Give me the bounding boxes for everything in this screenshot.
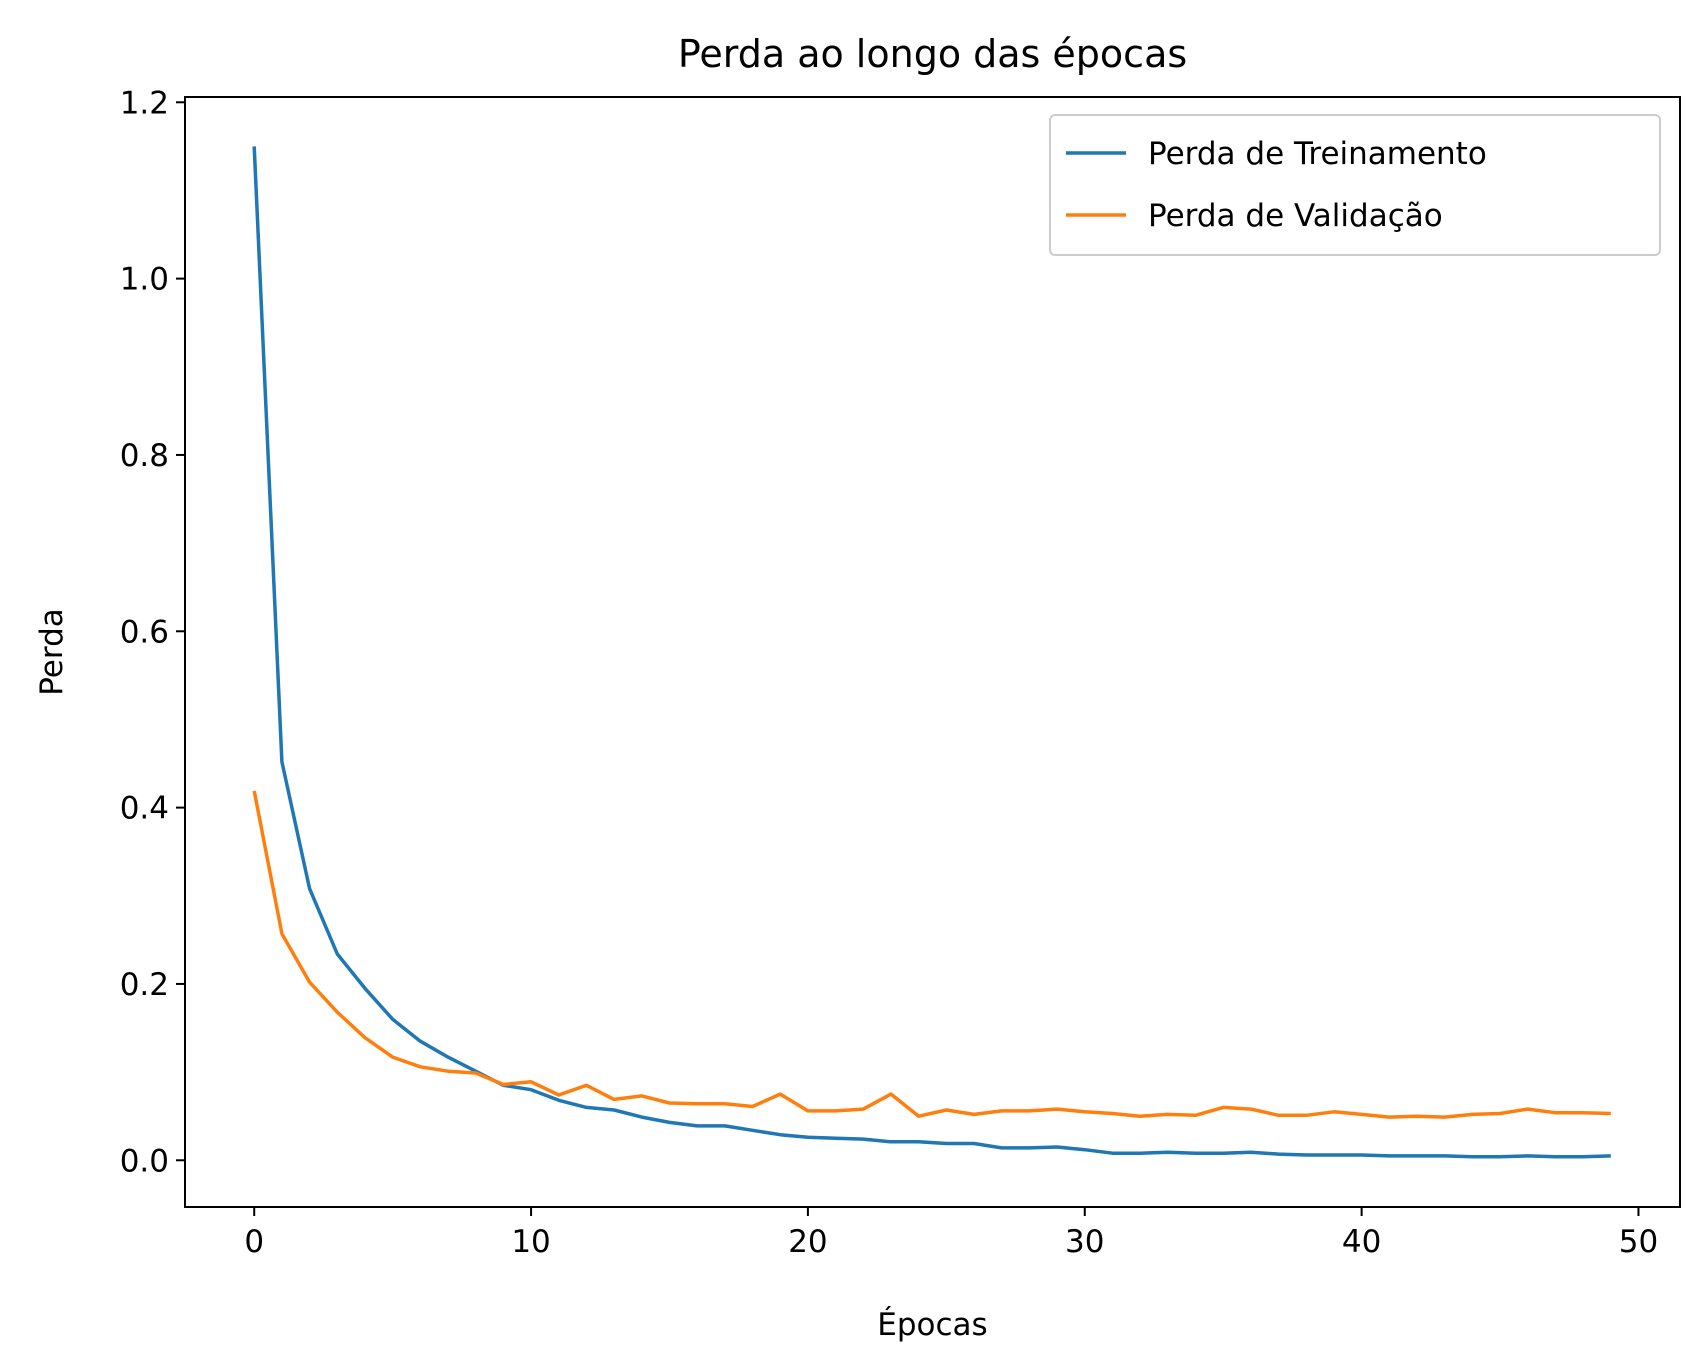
x-tick-label: 50 (1619, 1224, 1658, 1260)
y-tick-label: 0.0 (120, 1143, 169, 1179)
series-lines (252, 146, 1611, 1159)
y-tick-label: 1.0 (120, 262, 169, 298)
chart-title: Perda ao longo das épocas (678, 32, 1187, 76)
x-tick-label: 10 (511, 1224, 550, 1260)
y-tick-label: 0.4 (120, 791, 169, 827)
legend: Perda de Treinamento Perda de Validação (1049, 114, 1661, 256)
x-axis-ticks: 0 10 20 30 40 50 (244, 1207, 1658, 1260)
y-tick-label: 0.8 (120, 438, 169, 474)
y-axis-ticks: 0.0 0.2 0.4 0.6 0.8 1.0 1.2 (120, 85, 185, 1179)
legend-box (1049, 114, 1661, 256)
y-tick-label: 0.2 (120, 967, 169, 1003)
axes-frame (184, 96, 1681, 1208)
x-tick-label: 0 (244, 1224, 264, 1260)
legend-label: Perda de Treinamento (1148, 136, 1487, 172)
x-tick-label: 30 (1065, 1224, 1104, 1260)
x-axis-label: Épocas (877, 1307, 987, 1343)
x-tick-label: 40 (1342, 1224, 1381, 1260)
x-tick-label: 20 (788, 1224, 827, 1260)
y-tick-label: 0.6 (120, 614, 169, 650)
legend-label: Perda de Validação (1148, 198, 1443, 234)
series-line-validation-loss (252, 790, 1611, 1119)
y-axis-label: Perda (34, 608, 70, 696)
y-tick-label: 1.2 (120, 85, 169, 121)
